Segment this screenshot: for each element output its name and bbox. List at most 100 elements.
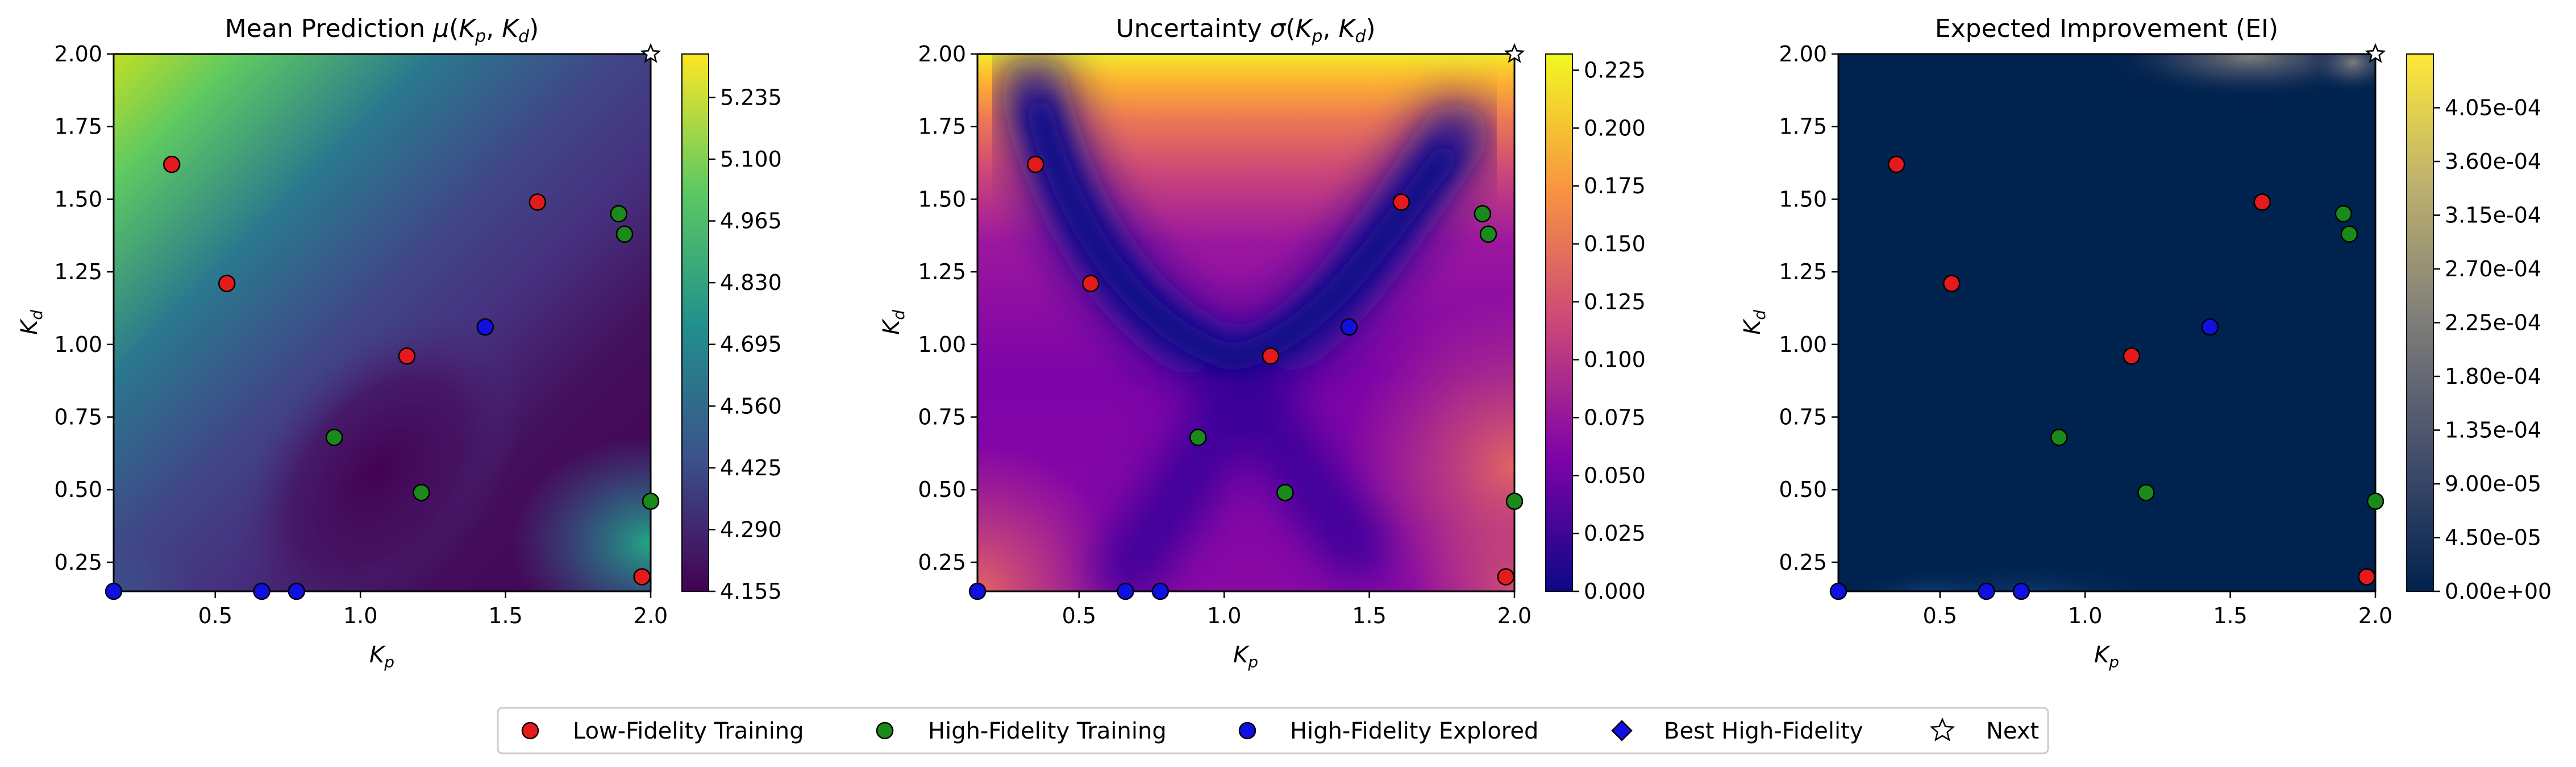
panel-ei: Expected Improvement (EI) Kp Kd 0.5 1.0 1.… bbox=[1739, 14, 2552, 671]
high-fidelity-explored-point bbox=[2012, 582, 2030, 600]
colorbar-tick-label: 9.00e-05 bbox=[2445, 471, 2541, 496]
colorbar-tick-label: 0.025 bbox=[1584, 521, 1646, 546]
high-fidelity-explored-point bbox=[1340, 318, 1358, 336]
y-tick-label: 1.00 bbox=[54, 332, 102, 357]
scatter-points bbox=[968, 43, 1525, 600]
x-tick-label: 1.0 bbox=[1207, 603, 1241, 628]
high-fidelity-explored-point bbox=[1151, 582, 1170, 600]
y-axis-label: Kd bbox=[1739, 310, 1769, 335]
panel-mean: Mean Prediction μ(Kp, Kd) Kp Kd 0.5 1.0 1.… bbox=[16, 14, 782, 671]
y-tick-label: 0.25 bbox=[54, 550, 102, 575]
high-fidelity-explored-point bbox=[253, 582, 270, 600]
colorbar-tick-label: 0.100 bbox=[1584, 347, 1646, 372]
x-tick-label: 1.5 bbox=[1352, 603, 1386, 628]
colorbar-tick-label: 0.000 bbox=[1584, 579, 1646, 604]
colorbar-ticks: 4.155 4.290 4.425 4.560 4.695 4.830 4.965 5.100… bbox=[709, 85, 782, 604]
high-fidelity-training-point bbox=[642, 492, 660, 510]
scatter-points bbox=[1829, 43, 2386, 600]
legend: Low-Fidelity Training High-Fidelity Trai… bbox=[497, 707, 2049, 754]
y-tick-label: 0.75 bbox=[1779, 405, 1827, 430]
x-tick-label: 2.0 bbox=[1497, 603, 1532, 628]
x-tick-label: 1.5 bbox=[2213, 603, 2247, 628]
colorbar-tick-label: 4.695 bbox=[720, 332, 782, 357]
y-tick-label: 1.25 bbox=[918, 259, 966, 284]
high-fidelity-explored-point bbox=[1829, 582, 1847, 600]
colorbar-ticks: 0.00e+00 4.50e-05 9.00e-05 1.35e-04 1.80e-04… bbox=[2433, 96, 2552, 604]
low-fidelity-point bbox=[1887, 155, 1905, 173]
colorbar-tick-label: 3.60e-04 bbox=[2445, 149, 2541, 174]
legend-item-best-high-fidelity: Best High-Fidelity bbox=[1611, 718, 1863, 744]
y-tick-label: 1.25 bbox=[1779, 259, 1827, 284]
colorbar-tick-label: 2.70e-04 bbox=[2445, 256, 2541, 281]
colorbar bbox=[681, 53, 709, 592]
y-tick-label: 1.25 bbox=[54, 259, 102, 284]
y-tick-label: 2.00 bbox=[1779, 42, 1827, 67]
y-tick-label: 1.75 bbox=[918, 114, 966, 139]
colorbar-tick-label: 0.225 bbox=[1584, 58, 1646, 83]
high-fidelity-explored-point bbox=[288, 582, 306, 600]
y-tick-label: 1.50 bbox=[1779, 186, 1827, 212]
colorbar-tick-label: 1.35e-04 bbox=[2445, 418, 2541, 443]
colorbar-tick-label: 2.25e-04 bbox=[2445, 310, 2541, 335]
legend-marker-circle bbox=[876, 722, 894, 740]
high-fidelity-training-point bbox=[615, 225, 634, 243]
y-tick-label: 2.00 bbox=[54, 42, 102, 67]
legend-marker-star bbox=[1929, 717, 1955, 741]
colorbar-tick-label: 0.075 bbox=[1584, 405, 1646, 430]
colorbar-tick-label: 0.00e+00 bbox=[2445, 579, 2552, 604]
legend-marker-circle bbox=[1238, 722, 1256, 740]
legend-item-high-fidelity-training: High-Fidelity Training bbox=[876, 718, 1167, 744]
legend-label: High-Fidelity Training bbox=[928, 718, 1167, 744]
legend-label: Low-Fidelity Training bbox=[573, 718, 804, 744]
colorbar-tick-label: 5.235 bbox=[720, 85, 782, 110]
scatter-points bbox=[105, 43, 661, 600]
legend-marker-circle bbox=[521, 722, 539, 740]
panel-title: Expected Improvement (EI) bbox=[1935, 14, 2278, 43]
legend-marker-diamond bbox=[1611, 720, 1633, 741]
panel-uncertainty: Uncertainty σ(Kp, Kd) Kp Kd 0.5 1.0 1.5 2.0… bbox=[879, 14, 1646, 671]
low-fidelity-point bbox=[2358, 568, 2375, 586]
colorbar-tick-label: 4.05e-04 bbox=[2445, 96, 2541, 121]
high-fidelity-training-point bbox=[1474, 205, 1492, 223]
low-fidelity-point bbox=[1497, 568, 1514, 586]
high-fidelity-training-point bbox=[1276, 484, 1294, 501]
y-tick-label: 2.00 bbox=[918, 42, 966, 67]
y-axis-label: Kd bbox=[879, 310, 908, 335]
axis-ticks: 0.5 1.0 1.5 2.0 0.25 0.50 0.75 1.00 1.25 1.50 1.75… bbox=[54, 42, 668, 628]
legend-item-high-fidelity-explored: High-Fidelity Explored bbox=[1238, 718, 1538, 744]
x-tick-label: 2.0 bbox=[2358, 603, 2392, 628]
colorbar-tick-label: 0.125 bbox=[1584, 289, 1646, 314]
colorbar-tick-label: 0.175 bbox=[1584, 173, 1646, 198]
panel-title: Mean Prediction μ(Kp, Kd) bbox=[225, 14, 539, 47]
legend-label: Next bbox=[1986, 718, 2039, 744]
heatmap-ei bbox=[1838, 54, 2375, 591]
high-fidelity-explored-point bbox=[1117, 582, 1134, 600]
colorbar-tick-label: 4.50e-05 bbox=[2445, 525, 2541, 550]
high-fidelity-explored-point bbox=[476, 318, 494, 336]
legend-label: Best High-Fidelity bbox=[1664, 718, 1863, 744]
y-tick-label: 0.75 bbox=[918, 405, 966, 430]
colorbar-tick-label: 1.80e-04 bbox=[2445, 364, 2541, 389]
x-tick-label: 0.5 bbox=[1062, 603, 1096, 628]
y-tick-label: 0.50 bbox=[918, 477, 966, 502]
high-fidelity-training-point bbox=[2334, 205, 2353, 223]
heatmap-uncertainty bbox=[977, 54, 1514, 591]
high-fidelity-training-point bbox=[610, 205, 628, 223]
x-axis-label: Kp bbox=[1233, 642, 1258, 671]
low-fidelity-point bbox=[2253, 193, 2271, 211]
high-fidelity-explored-point bbox=[1978, 582, 1995, 600]
high-fidelity-explored-point bbox=[105, 582, 123, 600]
x-tick-label: 2.0 bbox=[634, 603, 668, 628]
axis-ticks: 0.5 1.0 1.5 2.0 0.25 0.50 0.75 1.00 1.25 1.50 1.75… bbox=[1779, 42, 2392, 628]
y-tick-label: 0.75 bbox=[54, 405, 102, 430]
x-axis-label: Kp bbox=[2094, 642, 2119, 671]
colorbar-ticks: 0.000 0.025 0.050 0.075 0.100 0.125 0.150 0.175… bbox=[1572, 58, 1646, 604]
y-tick-label: 1.75 bbox=[54, 114, 102, 139]
colorbar-tick-label: 4.290 bbox=[720, 517, 782, 542]
low-fidelity-point bbox=[218, 275, 236, 292]
y-tick-label: 1.50 bbox=[54, 186, 102, 212]
y-tick-label: 0.50 bbox=[1779, 477, 1827, 502]
x-axis-label: Kp bbox=[369, 642, 394, 671]
legend-label: High-Fidelity Explored bbox=[1290, 718, 1538, 744]
